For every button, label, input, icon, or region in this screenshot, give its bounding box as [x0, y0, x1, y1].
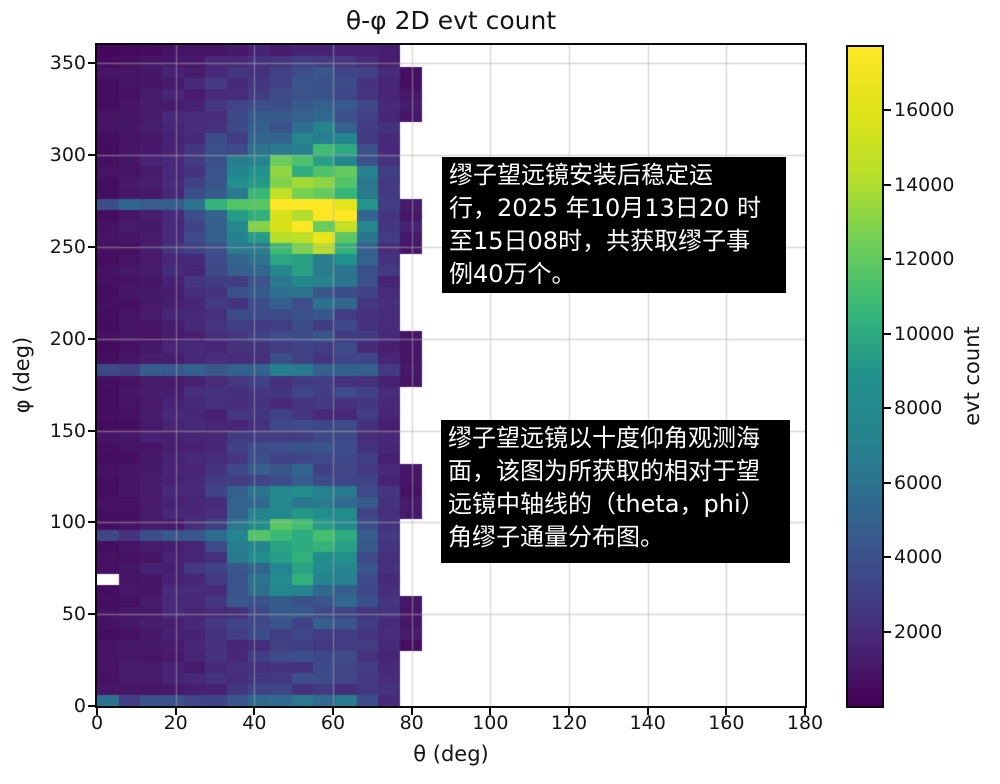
x-tick-label: 140	[629, 712, 666, 734]
x-tick-mark	[489, 708, 492, 715]
y-tick-label: 0	[73, 695, 86, 717]
x-tick-label: 160	[708, 712, 745, 734]
colorbar-tick-mark	[884, 258, 891, 261]
y-tick-label: 300	[49, 144, 86, 167]
x-axis-label: θ (deg)	[413, 742, 489, 766]
colorbar-gradient	[848, 47, 882, 706]
colorbar-tick-label: 2000	[894, 620, 943, 643]
x-tick-mark	[96, 708, 98, 715]
x-tick-label: 100	[472, 712, 509, 734]
x-tick-mark	[410, 708, 413, 715]
x-tick-label: 80	[399, 712, 424, 734]
colorbar-tick-label: 14000	[894, 173, 955, 196]
x-tick-label: 40	[242, 712, 267, 734]
colorbar-tick-mark	[884, 481, 891, 484]
colorbar-tick-mark	[884, 332, 891, 335]
x-tick-label: 60	[320, 712, 346, 734]
y-tick-mark	[88, 245, 95, 248]
y-tick-mark	[88, 521, 95, 524]
colorbar-label: evt count	[960, 326, 984, 426]
colorbar-tick-mark	[884, 630, 891, 633]
annotation-box-run-summary: 缪子望远镜安装后稳定运 行，2025 年10月13日20 时 至15日08时，共…	[442, 157, 786, 293]
y-tick-mark	[88, 154, 95, 157]
x-tick-mark	[804, 708, 806, 715]
colorbar-tick-mark	[884, 407, 891, 410]
y-axis-label: φ (deg)	[10, 336, 34, 414]
colorbar-tick-mark	[884, 183, 891, 186]
y-tick-mark	[88, 429, 95, 432]
colorbar-tick-label: 8000	[894, 397, 943, 420]
y-tick-mark	[88, 705, 95, 707]
colorbar-tick-label: 4000	[894, 546, 943, 569]
x-tick-mark	[174, 708, 177, 715]
colorbar-tick-mark	[884, 556, 891, 559]
y-tick-label: 250	[49, 235, 86, 258]
x-tick-mark	[725, 708, 728, 715]
colorbar-tick-label: 6000	[894, 471, 943, 494]
colorbar-tick-label: 10000	[894, 322, 955, 345]
x-tick-mark	[253, 708, 256, 715]
heatmap-canvas	[97, 45, 805, 706]
colorbar-tick-mark	[884, 109, 891, 112]
x-tick-label: 20	[163, 712, 188, 734]
x-tick-mark	[568, 708, 570, 715]
colorbar-tick-label: 16000	[894, 99, 955, 122]
y-tick-mark	[88, 62, 95, 65]
y-tick-mark	[88, 337, 95, 340]
x-tick-mark	[332, 708, 334, 715]
y-tick-label: 200	[49, 327, 86, 350]
annotation-box-setup-description: 缪子望远镜以十度仰角观测海 面，该图为所获取的相对于望 远镜中轴线的（theta…	[441, 420, 790, 563]
y-tick-label: 350	[49, 52, 86, 75]
x-tick-label: 180	[786, 712, 824, 734]
colorbar-tick-label: 12000	[894, 248, 955, 271]
y-tick-mark	[88, 613, 95, 616]
chart-title: θ-φ 2D evt count	[345, 6, 557, 35]
y-tick-label: 150	[49, 419, 86, 442]
x-tick-label: 0	[90, 712, 104, 734]
y-tick-label: 50	[61, 603, 86, 626]
y-tick-label: 100	[49, 511, 86, 534]
x-tick-label: 120	[550, 712, 588, 734]
x-tick-mark	[646, 708, 649, 715]
